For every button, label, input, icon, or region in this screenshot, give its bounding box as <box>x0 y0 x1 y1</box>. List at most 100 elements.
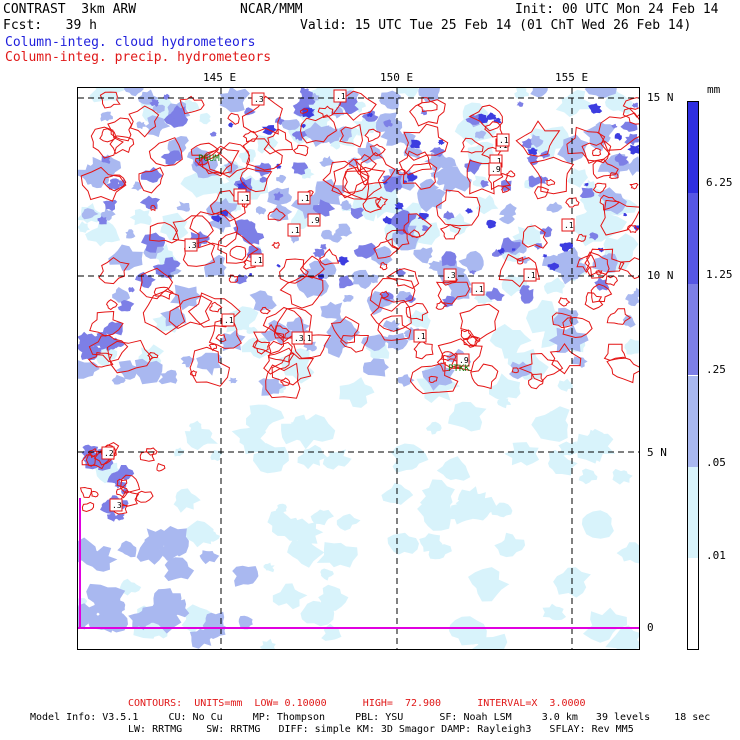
cloud-shade-patch <box>88 154 122 179</box>
legend-level-0-25: .25 <box>706 363 726 376</box>
cloud-shade-patch <box>102 199 118 211</box>
cloud-shade-patch <box>527 126 571 160</box>
cloud-shade-patch <box>238 149 256 164</box>
cloud-shade-patch <box>320 244 327 250</box>
precip-contour <box>403 123 449 161</box>
cloud-shade-patch <box>468 567 510 602</box>
precip-contour <box>90 126 124 159</box>
precip-contour <box>342 166 386 201</box>
precip-contour <box>239 167 273 193</box>
precip-contour <box>142 290 186 336</box>
cloud-shade-patch <box>279 119 300 131</box>
contour-label: .1 <box>221 313 235 327</box>
precip-contour <box>551 312 573 329</box>
field-cloud-label: Column-integ. cloud hydrometeors <box>5 35 256 50</box>
precip-contour <box>271 352 315 386</box>
cloud-shade-patch <box>605 625 639 649</box>
cloud-shade-patch <box>572 213 609 247</box>
cloud-shade-patch <box>418 88 440 103</box>
precip-contour <box>606 356 639 384</box>
cloud-shade-patch <box>259 176 267 183</box>
svg-text:.1: .1 <box>492 157 502 166</box>
precip-contour <box>534 186 550 200</box>
cloud-shade-patch <box>633 287 639 299</box>
precip-contour <box>208 343 218 352</box>
cloud-shade-patch <box>394 202 404 210</box>
cloud-shade-patch <box>426 421 442 435</box>
precip-contour <box>599 194 620 211</box>
precip-contour <box>128 105 160 138</box>
precip-contour <box>606 308 632 325</box>
cloud-shade-patch <box>421 361 455 391</box>
precip-contour <box>102 174 127 192</box>
cloud-shade-patch <box>97 216 107 225</box>
cloud-shade-patch <box>491 249 504 257</box>
cloud-shade-patch <box>218 330 246 352</box>
cloud-shade-patch <box>189 628 212 649</box>
precip-contour <box>271 241 280 249</box>
cloud-shade-patch <box>588 103 603 114</box>
cloud-shade-patch <box>353 116 382 136</box>
precip-contour <box>622 97 639 118</box>
cloud-shade-patch <box>583 205 627 241</box>
lat-lon-grid <box>78 88 639 649</box>
precip-contour <box>428 375 438 384</box>
cloud-shade-patch <box>246 404 285 433</box>
cloud-shade-patch <box>86 583 126 617</box>
cloud-shade-patch <box>497 247 505 255</box>
precip-contour <box>515 120 561 157</box>
cloud-shade-patch <box>581 510 614 539</box>
svg-text:.1: .1 <box>526 271 536 280</box>
model-info: Model Info: V3.5.1 CU: No Cu MP: Thompso… <box>30 712 711 723</box>
cloud-shade-patch <box>163 93 170 100</box>
cloud-shade-patch <box>539 226 553 238</box>
precip-contour <box>106 299 118 311</box>
cloud-shade-patch <box>85 219 121 247</box>
cloud-shade-patch <box>199 550 220 565</box>
cloud-shade-patch <box>78 339 97 356</box>
precip-contour <box>280 377 291 386</box>
svg-text:.1: .1 <box>224 316 234 325</box>
precip-contour <box>591 147 602 157</box>
precip-contour <box>501 185 511 194</box>
contour-label: .3 <box>109 498 123 512</box>
legend-swatch <box>688 466 698 558</box>
cloud-shade-patch <box>612 468 633 485</box>
cloud-shade-patch <box>238 615 253 630</box>
precip-contour <box>99 91 121 109</box>
cloud-shade-patch <box>547 262 560 271</box>
lat-label-0: 0 <box>647 621 654 634</box>
cloud-shade-patch <box>316 542 358 568</box>
cloud-shade-patch <box>511 248 516 251</box>
cloud-shade-patch <box>443 210 455 220</box>
cloud-shade-patch <box>463 628 487 646</box>
precip-contour <box>279 258 309 284</box>
svg-text:.3: .3 <box>112 501 122 510</box>
precip-contour <box>187 292 241 328</box>
svg-text:.1: .1 <box>416 332 426 341</box>
svg-text:.1: .1 <box>290 226 300 235</box>
cloud-shade-patch <box>624 338 639 355</box>
forecast-hour: Fcst: 39 h <box>3 18 97 33</box>
cloud-shade-patch <box>102 321 123 336</box>
cloud-shade-patch <box>552 307 579 327</box>
svg-text:.3: .3 <box>187 241 197 250</box>
precip-contour <box>600 199 639 236</box>
cloud-shade-patch <box>81 208 99 220</box>
cloud-shade-patch <box>494 532 526 558</box>
cloud-shade-patch <box>277 517 310 541</box>
cloud-shade-patch <box>387 532 419 555</box>
cloud-shade-patch <box>106 512 118 522</box>
cloud-shade-patch <box>474 130 487 139</box>
cloud-shade-patch <box>117 540 137 558</box>
precip-contour <box>518 352 564 383</box>
cloud-shade-patch <box>211 214 223 223</box>
cloud-shade-patch <box>420 479 455 508</box>
cloud-shade-patch <box>318 584 349 612</box>
cloud-shade-patch <box>131 181 143 191</box>
cloud-shade-patch <box>584 182 589 187</box>
cloud-shade-patch <box>611 123 618 129</box>
cloud-shade-patch <box>296 272 329 299</box>
cloud-shade-patch <box>589 232 599 241</box>
cloud-shade-patch <box>420 109 427 116</box>
